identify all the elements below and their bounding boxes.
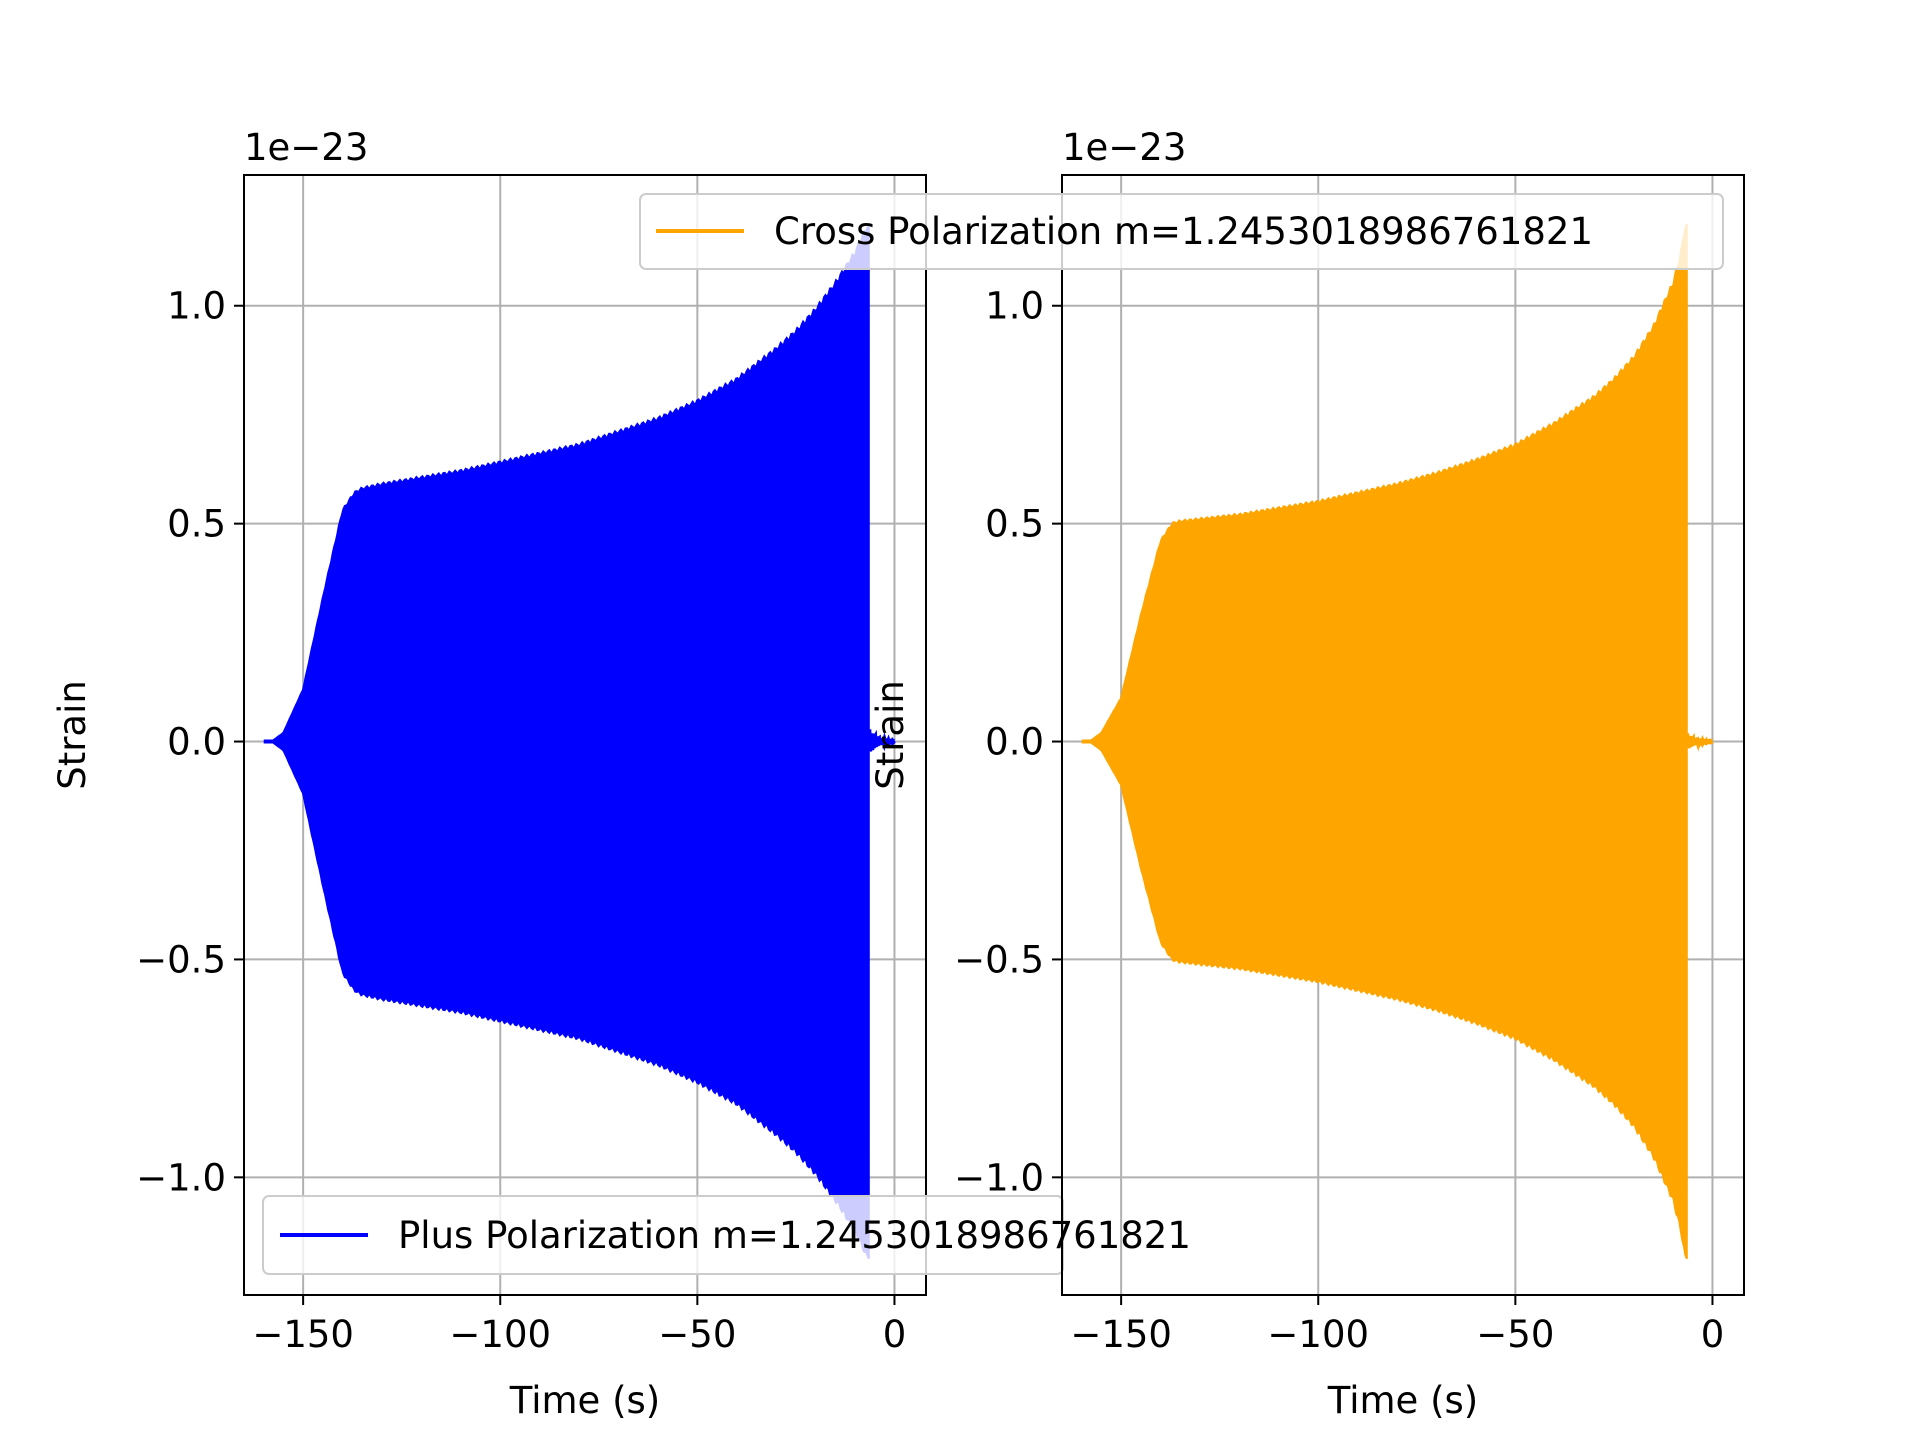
left-x-axis-label: Time (s) [509,1379,660,1422]
x-tick-label: −100 [449,1313,551,1356]
right-y-axis-label: Strain [869,680,912,790]
x-tick-label: −150 [1070,1313,1172,1356]
y-tick-label: 0.0 [985,721,1044,764]
right-offset-text: 1e−23 [1062,126,1186,169]
left-plot-area [263,223,896,1260]
y-tick-label: −1.0 [136,1156,226,1199]
left-y-axis-label: Strain [51,680,94,790]
x-tick-label: −100 [1267,1313,1369,1356]
x-tick-label: −150 [252,1313,354,1356]
series-ringdown [1684,733,1714,752]
right-plot-area [1081,223,1714,1260]
y-tick-label: 1.0 [167,285,226,328]
y-tick-label: −0.5 [136,938,226,981]
x-tick-label: −50 [658,1313,736,1356]
right-legend-box [639,193,1724,270]
x-tick-label: 0 [883,1313,907,1356]
y-tick-label: 0.5 [985,503,1044,546]
series-ringdown [866,729,896,752]
right-legend: Cross Polarization m=1.2453018986761821 [639,193,1724,270]
y-tick-label: −0.5 [954,938,1044,981]
right-x-axis: −150 −100 −50 0 [1070,1295,1724,1356]
y-tick-label: 1.0 [985,285,1044,328]
left-legend: Plus Polarization m=1.2453018986761821 [262,1195,1191,1275]
y-tick-label: 0.0 [167,721,226,764]
right-axes-frame [1061,174,1745,1296]
y-tick-label: 0.5 [167,503,226,546]
right-chart-panel: −150 −100 −50 0 −1.0−0.50.00.51.0 Time (s) … [869,126,1745,1422]
left-offset-text: 1e−23 [244,126,368,169]
left-chart-panel: −150 −100 −50 0 −1.0−0.50.00.51.0 Time (s) … [51,126,1191,1422]
left-x-axis: −150 −100 −50 0 [252,1295,906,1356]
left-legend-label: Plus Polarization m=1.2453018986761821 [398,1214,1191,1257]
x-tick-label: −50 [1476,1313,1554,1356]
y-tick-label: −1.0 [954,1156,1044,1199]
left-y-axis: −1.0 −0.5 0.0 0.5 1.0 [136,285,244,1199]
right-y-axis: −1.0 −0.5 0.0 0.5 1.0 [954,285,1062,1199]
x-tick-label: 0 [1701,1313,1725,1356]
right-x-axis-label: Time (s) [1327,1379,1478,1422]
left-axes-frame [243,174,927,1296]
right-legend-label: Cross Polarization m=1.2453018986761821 [774,210,1593,253]
